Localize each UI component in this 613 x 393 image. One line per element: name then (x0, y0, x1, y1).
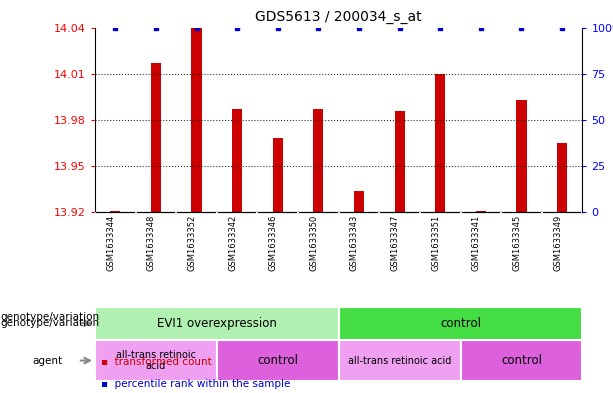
Bar (395, 110, 405, 212)
Text: control: control (440, 317, 481, 330)
Bar (95, 307, 338, 340)
Text: ▪  transformed count: ▪ transformed count (101, 358, 212, 367)
Text: GSM1633346: GSM1633346 (268, 215, 278, 272)
Bar (313, 109, 324, 212)
Text: GSM1633343: GSM1633343 (350, 215, 359, 272)
Text: all-trans retinoic acid: all-trans retinoic acid (348, 356, 451, 365)
Bar (338, 307, 582, 340)
Text: all-trans retinoic
acid: all-trans retinoic acid (116, 350, 196, 371)
Text: GSM1633348: GSM1633348 (147, 215, 156, 272)
Text: GSM1633349: GSM1633349 (553, 215, 562, 271)
Text: control: control (257, 354, 299, 367)
Text: EVI1 overexpression: EVI1 overexpression (157, 317, 277, 330)
Text: GSM1633342: GSM1633342 (228, 215, 237, 271)
Text: agent: agent (32, 356, 63, 365)
Bar (191, 28, 202, 212)
Text: GSM1633351: GSM1633351 (431, 215, 440, 271)
Bar (232, 109, 242, 212)
Text: GSM1633350: GSM1633350 (310, 215, 318, 271)
Bar (460, 340, 582, 381)
Text: ▪  percentile rank within the sample: ▪ percentile rank within the sample (101, 379, 291, 389)
Bar (557, 143, 567, 212)
Bar (435, 74, 445, 212)
Bar (110, 211, 120, 212)
Bar (516, 100, 527, 212)
Bar (151, 63, 161, 212)
Text: control: control (501, 354, 542, 367)
Bar (476, 211, 486, 212)
Text: genotype/variation: genotype/variation (0, 312, 99, 321)
Text: GSM1633341: GSM1633341 (472, 215, 481, 271)
Bar (354, 191, 364, 212)
Title: GDS5613 / 200034_s_at: GDS5613 / 200034_s_at (256, 10, 422, 24)
Bar (338, 340, 460, 381)
Text: GSM1633352: GSM1633352 (188, 215, 197, 271)
Bar (273, 138, 283, 212)
Text: genotype/variation: genotype/variation (0, 318, 99, 328)
Bar (95, 340, 217, 381)
Text: GSM1633345: GSM1633345 (512, 215, 522, 271)
Text: GSM1633347: GSM1633347 (390, 215, 400, 272)
Text: GSM1633344: GSM1633344 (106, 215, 115, 271)
Bar (217, 340, 338, 381)
